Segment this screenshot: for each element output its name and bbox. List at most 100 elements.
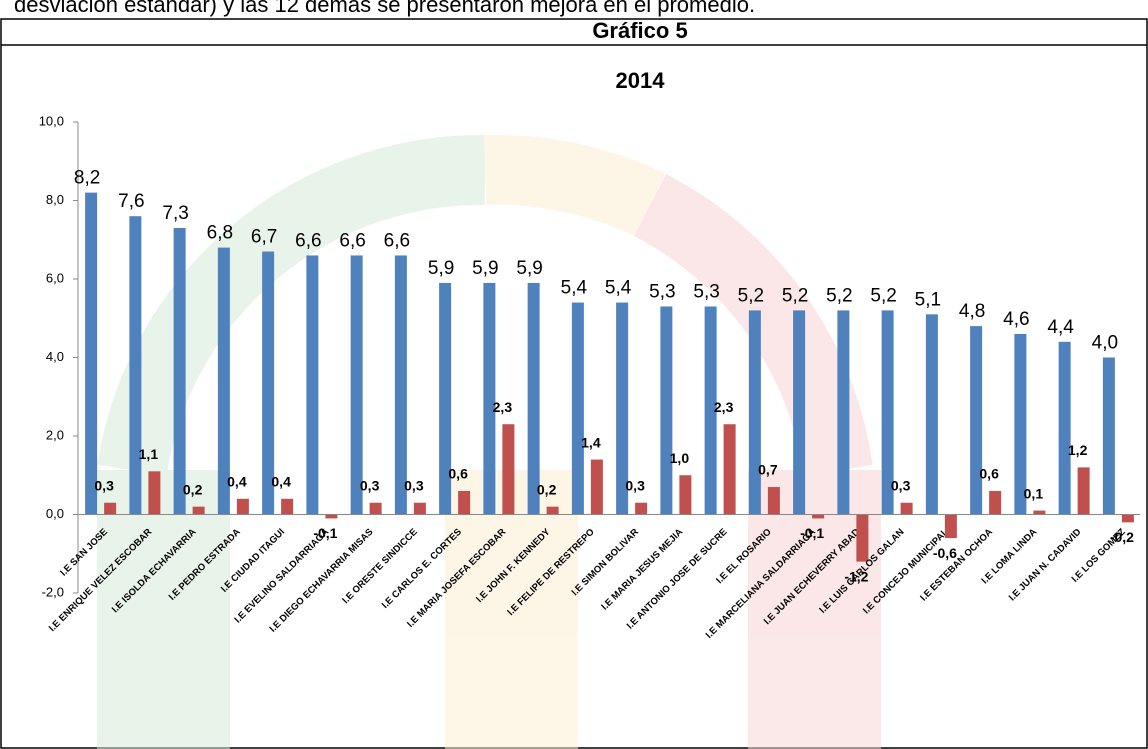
bar [989,490,1002,515]
bar [129,216,142,515]
data-label: -0,1 [800,525,824,541]
bar [590,459,603,515]
data-label: -1,2 [844,568,868,584]
bar [616,302,629,515]
bar [970,326,983,515]
data-label: 5,2 [870,285,896,306]
bar [1102,357,1115,515]
data-label: 1,2 [1068,442,1088,458]
bar [571,302,584,515]
bar [217,247,230,515]
data-label: 0,6 [448,466,468,482]
data-label: 1,4 [581,434,601,450]
data-label: 2,3 [714,399,734,415]
data-label: 1,1 [139,446,159,462]
data-label: 5,4 [561,278,588,299]
bar [944,514,957,539]
data-label: 0,7 [758,462,778,478]
bar [660,306,673,515]
bar [325,514,338,519]
data-label: 0,6 [979,466,999,482]
data-label: 4,0 [1092,333,1118,354]
chart-title: 2014 [616,68,666,93]
bar [413,502,426,515]
data-label: 5,4 [605,278,632,299]
bar [546,506,559,515]
bar [635,502,648,515]
data-label: 1,0 [670,450,690,466]
figure-label: Gráfico 5 [592,18,687,43]
bar [881,310,894,515]
bar [767,487,780,515]
bar [1014,333,1027,515]
data-label: 6,6 [339,230,365,251]
bar [793,310,806,515]
data-label: 6,6 [295,230,321,251]
bar [104,502,117,515]
data-label: 4,6 [1003,309,1029,330]
bar [1077,467,1090,515]
x-tick-label: I.E ESTEBAN OCHOA [918,527,995,604]
data-label: 5,3 [649,281,675,302]
data-label: 5,2 [782,285,808,306]
bar [85,192,98,515]
bar [1121,514,1134,523]
data-label: 5,9 [516,258,542,279]
data-label: 8,2 [74,168,100,189]
data-label: -0,6 [933,545,957,561]
y-tick-label: -2,0 [42,584,64,599]
data-label: 5,3 [693,281,719,302]
x-tick-label: I.E JUAN N. CADAVID [1007,527,1084,604]
data-label: 7,3 [162,203,188,224]
page-text: desviación estándar) y las 12 demás se p… [14,0,755,17]
bar [925,314,938,515]
bar [173,227,186,515]
bar [439,282,452,515]
bar [236,498,249,515]
data-label: 5,2 [826,285,852,306]
bar [723,424,736,515]
y-tick-label: 8,0 [46,192,64,207]
bar [350,255,363,515]
background-decoration [97,134,881,749]
bar [192,506,205,515]
data-label: 5,9 [472,258,498,279]
y-tick-label: 4,0 [46,349,64,364]
data-label: 4,8 [959,301,985,322]
x-tick-label: I.E EVELINO SALDARRIAGA [232,527,331,626]
data-label: 7,6 [118,191,144,212]
bar [704,306,717,515]
y-tick-label: 6,0 [46,270,64,285]
data-label: 0,4 [227,474,247,490]
bar [812,514,825,519]
data-label: 4,4 [1047,317,1074,338]
data-label: 0,2 [537,481,557,497]
bar [900,502,913,515]
data-label: 6,7 [251,227,277,248]
bar [837,310,850,515]
bar [148,471,161,515]
bar [306,255,319,515]
data-label: 0,3 [625,477,645,493]
data-label: 0,3 [360,477,380,493]
bar [748,310,761,515]
data-label: 0,1 [1024,485,1044,501]
data-label: 6,8 [207,223,233,244]
bar [527,282,540,515]
data-label: 5,2 [738,285,764,306]
bar [856,514,869,562]
bar [483,282,496,515]
y-tick-label: 10,0 [39,113,64,128]
data-label: 2,3 [493,399,513,415]
bar [502,424,515,515]
data-label: 0,3 [94,477,114,493]
bar [458,490,471,515]
data-label: 0,3 [891,477,911,493]
bar [394,255,407,515]
bar [1033,510,1046,515]
bar [369,502,382,515]
bar [679,475,692,515]
bar [262,251,275,515]
y-tick-label: 2,0 [46,427,64,442]
